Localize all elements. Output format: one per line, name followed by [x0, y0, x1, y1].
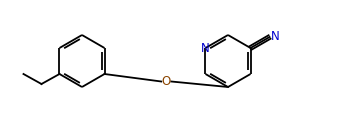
Text: N: N	[271, 29, 280, 42]
Text: O: O	[161, 75, 171, 88]
Text: N: N	[201, 42, 210, 55]
